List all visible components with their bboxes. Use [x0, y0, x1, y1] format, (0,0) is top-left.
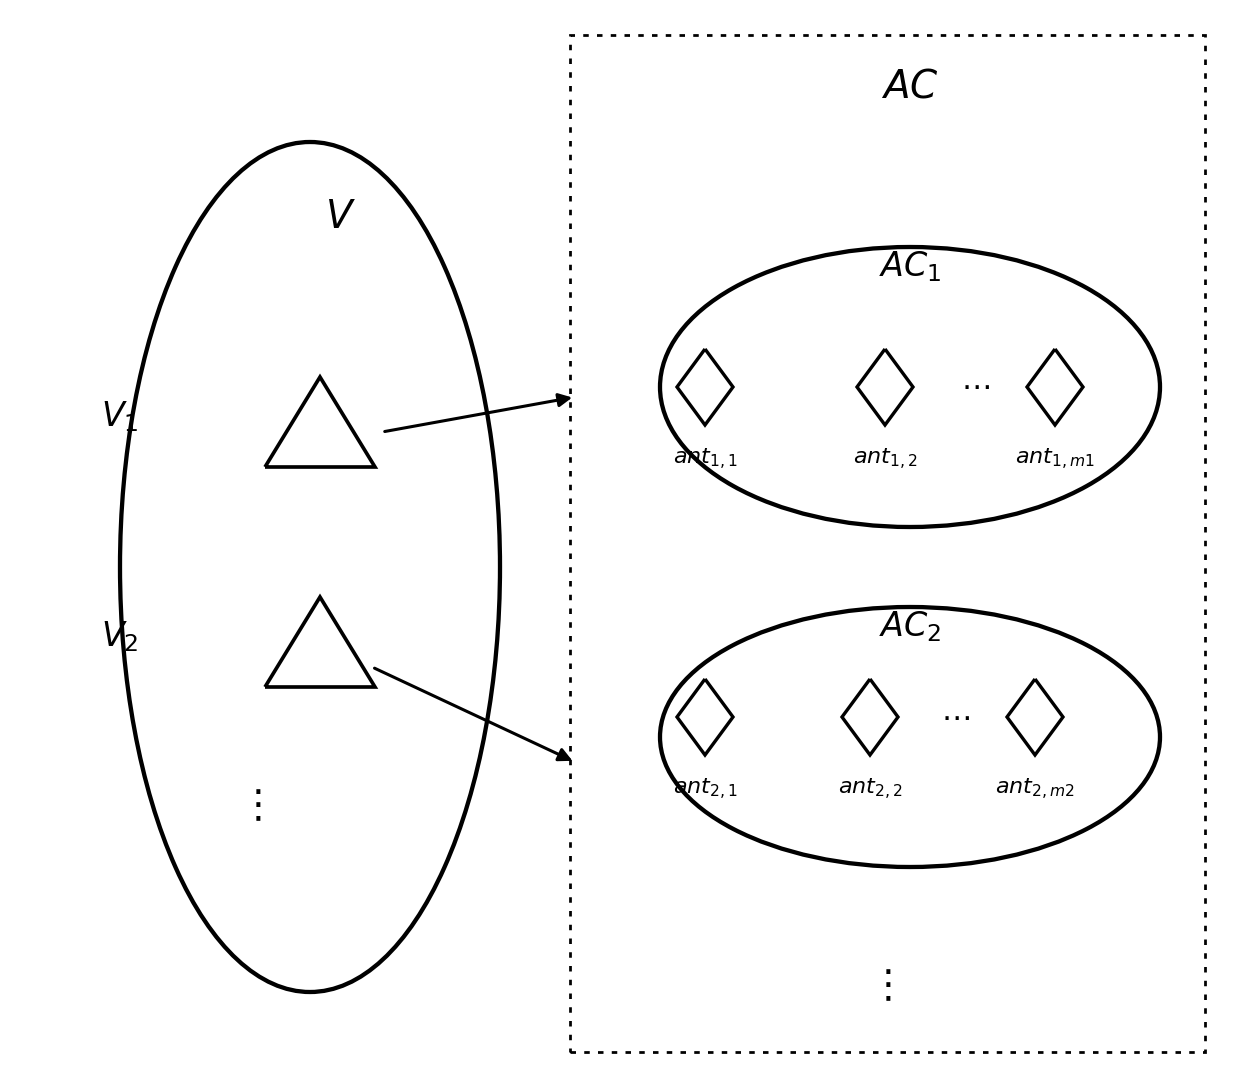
Text: $AC$: $AC$	[882, 68, 939, 105]
Text: $\cdots$: $\cdots$	[961, 373, 990, 401]
Text: $\vdots$: $\vdots$	[238, 788, 262, 825]
Text: $ant_{2,1}$: $ant_{2,1}$	[672, 776, 738, 801]
Text: $V_1$: $V_1$	[102, 400, 139, 435]
Text: $ant_{1,2}$: $ant_{1,2}$	[853, 447, 918, 472]
Text: $\vdots$: $\vdots$	[868, 969, 892, 1005]
Text: $ant_{1,m1}$: $ant_{1,m1}$	[1016, 447, 1095, 472]
Text: $\cdots$: $\cdots$	[941, 702, 970, 732]
Text: $AC_2$: $AC_2$	[879, 610, 941, 645]
Text: $V$: $V$	[325, 199, 356, 236]
Text: $ant_{2,2}$: $ant_{2,2}$	[838, 776, 903, 801]
Text: $ant_{1,1}$: $ant_{1,1}$	[672, 447, 738, 472]
Text: $ant_{2,m2}$: $ant_{2,m2}$	[996, 776, 1075, 801]
Text: $AC_1$: $AC_1$	[879, 250, 941, 285]
Text: $V_2$: $V_2$	[102, 620, 139, 654]
Bar	[570, 35, 1205, 1052]
